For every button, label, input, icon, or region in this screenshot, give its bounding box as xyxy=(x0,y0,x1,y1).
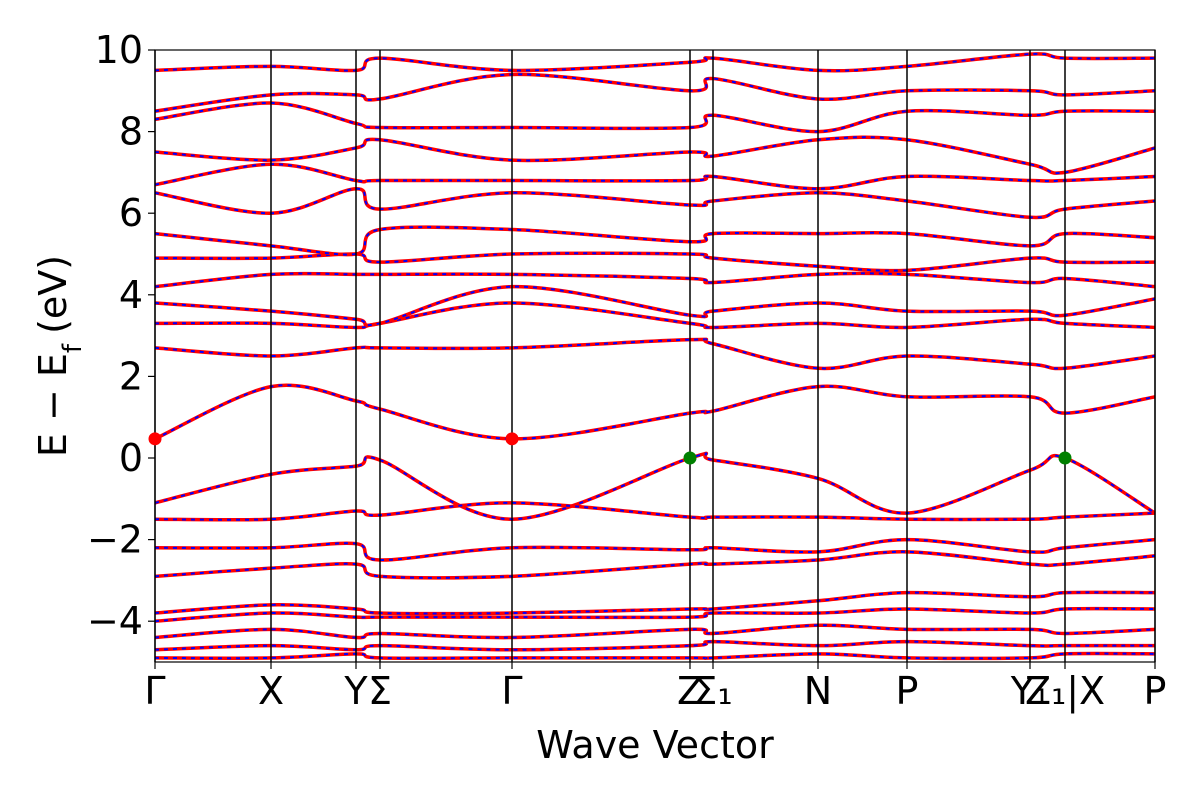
y-tick-label: 2 xyxy=(119,354,143,398)
band-line-dashed xyxy=(155,338,1155,370)
y-tick-label: 4 xyxy=(119,273,143,317)
band-line xyxy=(155,162,1155,191)
band-line-dashed xyxy=(155,187,1155,219)
x-tick-label: Y₁ xyxy=(1010,669,1049,713)
x-tick-label: Z₁|X xyxy=(1025,669,1105,714)
y-axis-label: E − Ef (eV) xyxy=(31,255,88,457)
x-tick-label: Σ₁ xyxy=(693,669,732,713)
x-tick-label: Γ xyxy=(144,669,165,713)
x-tick-label: X xyxy=(258,669,284,713)
band-line-dashed xyxy=(155,538,1155,562)
band-extremum xyxy=(683,451,697,465)
band-line-dashed xyxy=(155,102,1155,133)
band-extremum xyxy=(1058,451,1072,465)
x-tick-label: N xyxy=(804,669,832,713)
band-line-dashed xyxy=(155,285,1155,327)
band-line xyxy=(155,52,1155,73)
band-line-dashed xyxy=(155,163,1155,190)
band-line-dashed xyxy=(155,252,1155,272)
band-line xyxy=(155,550,1155,580)
band-line xyxy=(155,72,1155,113)
plot-frame xyxy=(154,49,1156,663)
y-tick-label: 8 xyxy=(119,110,143,154)
x-tick-label: Γ xyxy=(501,669,522,713)
y-label-unit: (eV) xyxy=(31,255,75,334)
band-line xyxy=(155,301,1155,330)
y-tick-label: 0 xyxy=(119,436,143,480)
y-tick-label: 10 xyxy=(95,28,143,72)
band-line-dashed xyxy=(155,501,1155,521)
band-line xyxy=(155,501,1155,522)
band-line-dashed xyxy=(155,591,1155,615)
band-line xyxy=(155,251,1155,273)
band-line-dashed xyxy=(155,652,1155,660)
band-line xyxy=(155,135,1155,175)
plot-area xyxy=(155,52,1155,661)
band-line xyxy=(155,623,1155,640)
band-line xyxy=(155,383,1155,441)
y-tick-label: −4 xyxy=(87,599,143,643)
x-tick-label: Σ xyxy=(368,669,392,713)
band-line xyxy=(155,271,1155,289)
band-line xyxy=(155,590,1155,616)
x-tick-label: Z xyxy=(677,669,703,713)
band-line-dashed xyxy=(155,73,1155,113)
band-line xyxy=(155,101,1155,134)
band-extremum xyxy=(505,432,519,446)
band-line-dashed xyxy=(155,640,1155,651)
band-extremum xyxy=(148,432,162,446)
band-line xyxy=(155,186,1155,220)
x-tick-label: P xyxy=(1144,669,1167,713)
y-tick-label: −2 xyxy=(87,518,143,562)
x-axis-label: Wave Vector xyxy=(536,723,774,767)
y-tick-label: 6 xyxy=(119,191,143,235)
y-label-sub: f xyxy=(58,343,88,353)
band-line xyxy=(155,337,1155,371)
x-tick-label: Y xyxy=(343,669,368,713)
y-label-main: E − E xyxy=(31,353,75,457)
band-line-dashed xyxy=(155,607,1155,623)
band-line-dashed xyxy=(155,384,1155,440)
band-line xyxy=(155,225,1155,257)
band-line-dashed xyxy=(155,272,1155,288)
x-tick-label: P xyxy=(896,669,919,713)
band-line-dashed xyxy=(155,550,1155,579)
band-line-dashed xyxy=(155,452,1155,521)
band-line-dashed xyxy=(155,624,1155,639)
band-line xyxy=(155,651,1155,661)
band-line xyxy=(155,451,1155,521)
